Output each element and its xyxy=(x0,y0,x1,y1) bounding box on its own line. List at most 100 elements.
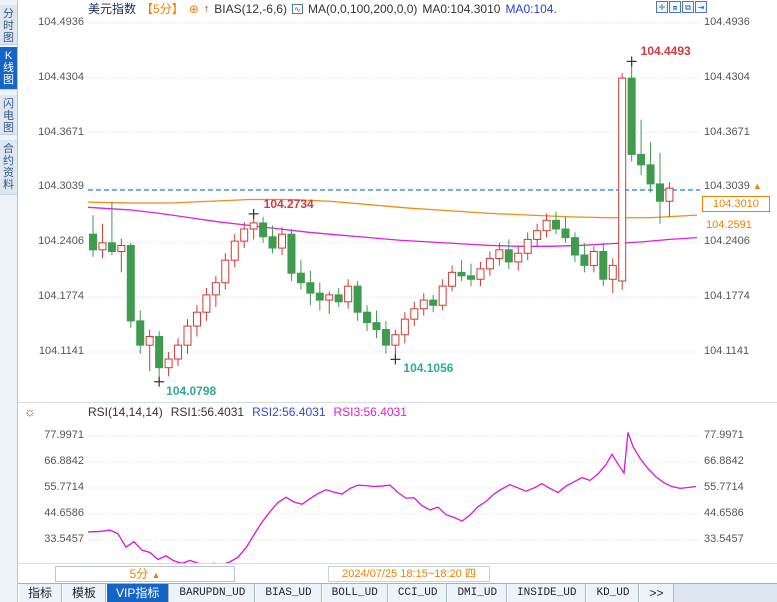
tab-2[interactable]: 模板 xyxy=(62,584,107,602)
sidebar-item-3[interactable]: 闪电图 xyxy=(0,94,17,135)
price-tick-text: 104.2406 xyxy=(704,235,750,248)
tab-10[interactable]: KD_UD xyxy=(586,584,640,602)
candle xyxy=(448,271,457,287)
collapse-right-icon[interactable]: ⇥ xyxy=(695,1,707,13)
gridlines xyxy=(88,22,700,541)
candle xyxy=(646,164,655,185)
instrument-title: 美元指数 xyxy=(88,2,137,16)
tab-3[interactable]: VIP指标 xyxy=(106,584,170,602)
status-divider xyxy=(18,563,777,564)
more-tabs-button[interactable]: >> xyxy=(639,584,674,602)
pan-crosshair-icon[interactable]: ✛ xyxy=(656,1,668,13)
price-tick-text: 104.3671 xyxy=(704,125,750,138)
tab-7[interactable]: CCI_UD xyxy=(387,584,448,602)
tab-9[interactable]: INSIDE_UD xyxy=(507,584,587,602)
rsi-tick-label: 33.5457 xyxy=(704,533,744,545)
tab-6[interactable]: BOLL_UD xyxy=(321,584,388,602)
rsi-params-label[interactable]: RSI(14,14,14) xyxy=(88,405,163,419)
ma-chart-icon[interactable]: ∿ xyxy=(291,3,303,14)
candle xyxy=(476,268,485,280)
indicator-sun-icon[interactable]: ☼ xyxy=(24,404,36,419)
candle xyxy=(107,242,116,253)
candle xyxy=(419,299,428,310)
chart-header: 美元指数 【5分】 ⊕ ↑ BIAS(12,-6,6) ∿ MA(0,0,100… xyxy=(88,1,557,17)
candle xyxy=(599,251,608,280)
candle xyxy=(467,275,475,280)
candle xyxy=(117,244,126,253)
price-tick-label: 104.4936 xyxy=(38,16,84,28)
candle xyxy=(381,329,390,346)
candle xyxy=(89,233,97,251)
ma-params-label[interactable]: MA(0,0,100,200,0,0) xyxy=(307,1,418,16)
rsi-tick-label: 55.7714 xyxy=(44,481,84,493)
price-tick-text: 104.1141 xyxy=(704,345,750,357)
tab-1[interactable]: 指标 xyxy=(18,584,63,602)
ma-magenta-line xyxy=(87,206,698,247)
candle xyxy=(504,249,513,263)
rsi2-value-label: RSI2:56.4031 xyxy=(252,405,326,419)
candle xyxy=(353,285,362,313)
candle xyxy=(259,222,268,238)
sidebar-item-1[interactable]: 分时图 xyxy=(0,4,17,45)
extreme-cross-marker xyxy=(390,354,401,365)
rsi-tick-label: 33.5457 xyxy=(44,533,84,545)
rsi-tick-label: 77.9971 xyxy=(704,429,744,441)
price-tick-text: 104.1774 xyxy=(704,290,750,303)
rsi-line xyxy=(87,432,697,566)
period-selector[interactable]: 5分 ▲ xyxy=(55,566,235,582)
candle xyxy=(410,308,419,320)
chart-type-sidebar: 分时图 K线图闪电图合约资料 xyxy=(0,0,18,602)
candle-series[interactable] xyxy=(89,61,674,382)
rsi-tick-label: 55.7714 xyxy=(704,481,744,493)
candle xyxy=(98,242,107,251)
price-extreme-label: 104.2734 xyxy=(263,196,314,211)
price-tick-label: 104.4304 xyxy=(704,71,774,83)
tab-5[interactable]: BIAS_UD xyxy=(255,584,322,602)
sidebar-item-4[interactable]: 合约资料 xyxy=(0,139,17,195)
candle xyxy=(230,240,239,261)
candle xyxy=(570,237,579,256)
candle xyxy=(334,294,343,303)
candle xyxy=(249,222,258,230)
up-arrow-icon: ↑ xyxy=(203,2,210,15)
candle xyxy=(618,77,627,282)
ma0-value-label: MA0:104.3010 xyxy=(422,1,501,16)
add-indicator-icon[interactable]: ⊕ xyxy=(188,1,199,16)
rsi-tick-label: 66.8842 xyxy=(44,455,84,467)
ma-value-right-label: 104.2591 xyxy=(704,219,754,232)
candle xyxy=(221,259,230,284)
candle xyxy=(155,335,164,369)
candle xyxy=(325,294,334,301)
price-tick-text: 104.3039 xyxy=(704,180,750,193)
candle xyxy=(183,325,192,346)
price-tick-label: 104.1774 xyxy=(704,290,774,302)
price-tick-label: 104.3671 xyxy=(38,125,84,138)
candle xyxy=(240,228,249,242)
candle xyxy=(637,153,646,166)
bias-indicator-label[interactable]: BIAS(12,-6,6) xyxy=(214,1,287,16)
candle xyxy=(296,272,305,284)
tab-8[interactable]: DMI_UD xyxy=(447,584,508,602)
zoom-chart-icon[interactable]: ⧈ xyxy=(669,1,681,13)
period-selector-label: 5分 xyxy=(129,567,149,581)
candle xyxy=(136,320,145,346)
candle xyxy=(126,244,135,322)
price-tick-label: 104.3671 xyxy=(704,126,774,138)
candle xyxy=(627,77,636,155)
rsi-tick-label: 44.6586 xyxy=(44,506,84,519)
panel-layout-icon[interactable]: ⧉ xyxy=(682,1,694,13)
rsi-tick-label: 44.6586 xyxy=(704,506,744,519)
last-price-label: 104.3010 xyxy=(702,195,770,212)
period-label: 【5分】 xyxy=(141,2,184,16)
candle xyxy=(561,228,570,239)
tab-4[interactable]: BARUPDN_UD xyxy=(169,584,256,602)
price-tick-label: 104.1774 xyxy=(38,290,84,303)
sidebar-item-2[interactable]: K线图 xyxy=(0,46,17,90)
price-extreme-label: 104.0798 xyxy=(166,383,217,398)
candle xyxy=(514,252,523,263)
ma-orange-line xyxy=(87,198,698,219)
candle xyxy=(552,219,561,230)
price-tick-label: 104.2406 xyxy=(38,235,84,248)
price-tick-label: 104.1141 xyxy=(704,345,774,357)
